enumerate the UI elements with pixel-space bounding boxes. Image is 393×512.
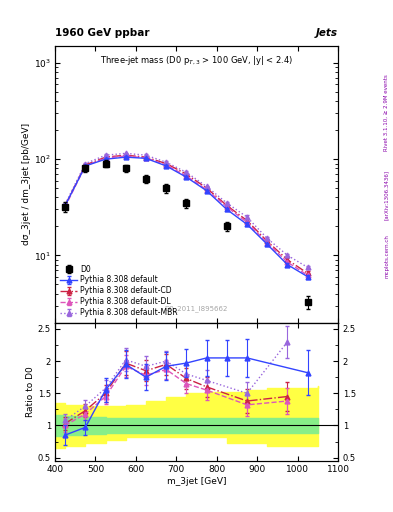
X-axis label: m_3jet [GeV]: m_3jet [GeV] (167, 477, 226, 486)
Legend: D0, Pythia 8.308 default, Pythia 8.308 default-CD, Pythia 8.308 default-DL, Pyth: D0, Pythia 8.308 default, Pythia 8.308 d… (59, 263, 179, 319)
Text: Three-jet mass (D0 p$_{T,3}$ > 100 GeV, |y| < 2.4): Three-jet mass (D0 p$_{T,3}$ > 100 GeV, … (100, 54, 293, 67)
Text: Jets: Jets (316, 28, 338, 38)
Text: D0_2011_I895662: D0_2011_I895662 (165, 305, 228, 311)
Text: Rivet 3.1.10, ≥ 2.9M events: Rivet 3.1.10, ≥ 2.9M events (384, 74, 389, 151)
Text: mcplots.cern.ch: mcplots.cern.ch (384, 234, 389, 278)
Text: [arXiv:1306.3436]: [arXiv:1306.3436] (384, 169, 389, 220)
Y-axis label: Ratio to D0: Ratio to D0 (26, 366, 35, 417)
Y-axis label: dσ_3jet / dm_3jet [pb/GeV]: dσ_3jet / dm_3jet [pb/GeV] (22, 123, 31, 245)
Text: 1960 GeV ppbar: 1960 GeV ppbar (55, 28, 149, 38)
